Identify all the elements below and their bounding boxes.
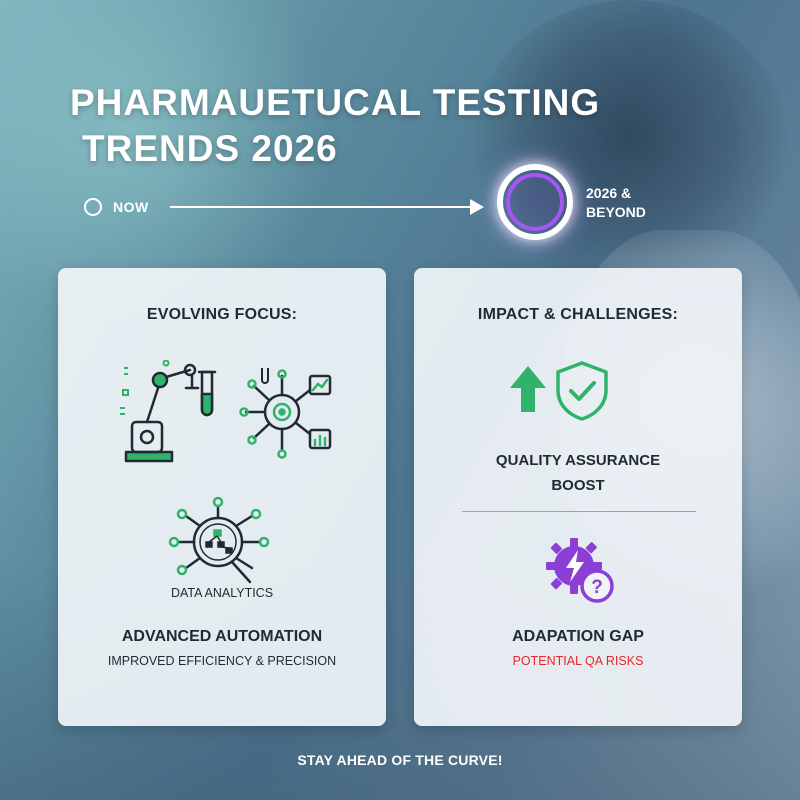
timeline-end-label: 2026 & BEYOND	[586, 184, 646, 222]
title-line-1: PHARMAUETUCAL TESTING	[70, 82, 601, 123]
shield-check-icon	[556, 361, 608, 421]
adaptation-gap-label: ADAPATION GAP	[512, 628, 644, 645]
efficiency-precision-label: IMPROVED EFFICIENCY & PRECISION	[107, 654, 337, 668]
evolving-focus-card: EVOLVING FOCUS:	[58, 268, 386, 726]
page-title: PHARMAUETUCAL TESTING TRENDS 2026	[70, 80, 600, 172]
robot-arm-test-tube-icon	[120, 360, 217, 463]
data-analytics-network-icon	[168, 496, 270, 584]
timeline-arrow-line	[170, 206, 475, 208]
card-heading: IMPACT & CHALLENGES:	[477, 306, 679, 323]
qa-label-line-1: QUALITY ASSURANCE	[495, 452, 661, 469]
footer-tagline: STAY AHEAD OF THE CURVE!	[297, 752, 503, 768]
divider	[462, 511, 696, 512]
quality-assurance-label: QUALITY ASSURANCE BOOST	[414, 448, 742, 498]
qa-label-line-2: BOOST	[551, 477, 605, 494]
timeline-start-label: NOW	[113, 199, 149, 215]
title-line-2: TRENDS 2026	[82, 128, 338, 169]
glowing-ring-icon	[497, 164, 573, 240]
card-heading: EVOLVING FOCUS:	[146, 306, 298, 323]
timeline-end-label-line-2: BEYOND	[586, 204, 646, 220]
gear-lightning-question-icon: ?	[546, 538, 614, 603]
timeline-end-label-line-1: 2026 &	[586, 185, 632, 201]
arrow-right-icon	[470, 199, 484, 215]
up-arrow-icon	[510, 366, 546, 412]
network-target-charts-icon	[239, 368, 332, 459]
qa-risks-label: POTENTIAL QA RISKS	[512, 654, 644, 668]
data-analytics-label: DATA ANALYTICS	[170, 586, 274, 600]
svg-text:?: ?	[591, 577, 603, 598]
now-circle-icon	[84, 198, 102, 216]
impact-challenges-card: IMPACT & CHALLENGES: QUALITY ASSURANCE B…	[414, 268, 742, 726]
advanced-automation-label: ADVANCED AUTOMATION	[121, 628, 323, 645]
timeline: NOW 2026 & BEYOND	[0, 160, 800, 260]
